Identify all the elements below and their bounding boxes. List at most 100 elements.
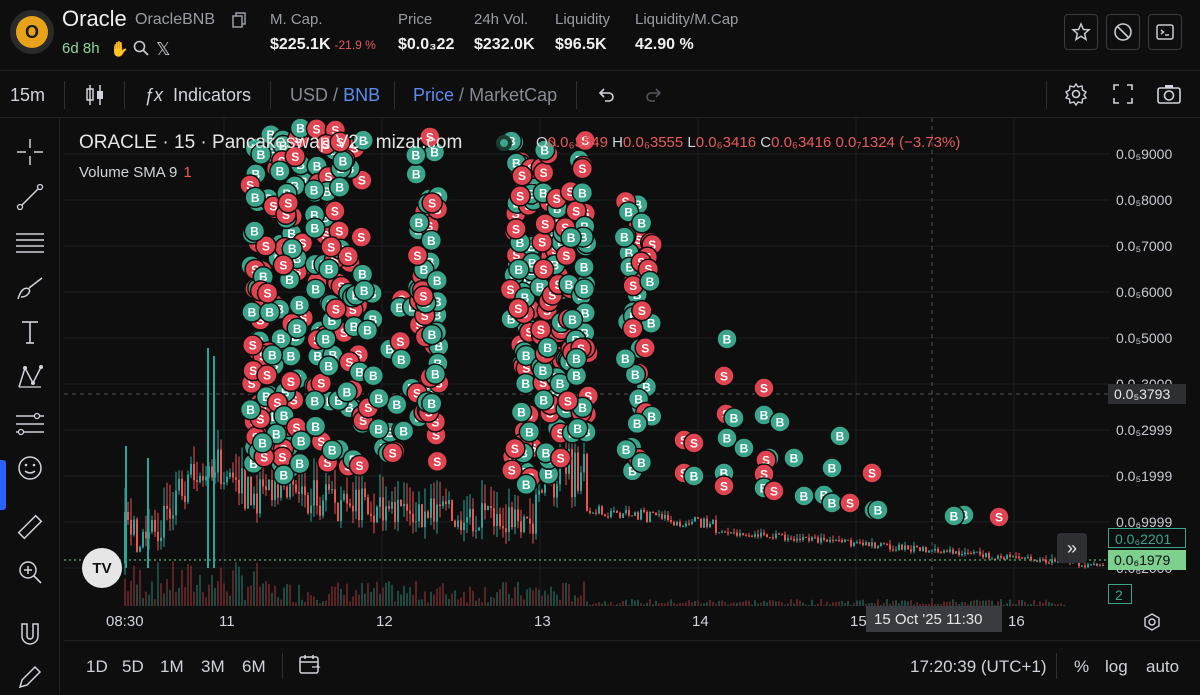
candle-body <box>712 519 714 524</box>
undo-button[interactable] <box>596 85 616 110</box>
sell-marker <box>419 126 441 148</box>
ruler-tool[interactable] <box>14 511 46 543</box>
auto-toggle[interactable]: auto <box>1146 657 1180 676</box>
sell-marker-label: S <box>279 259 287 273</box>
mode-toggle[interactable]: Price / MarketCap <box>413 85 557 106</box>
axis-settings-icon[interactable] <box>1142 612 1162 632</box>
price-chart[interactable]: BBBSBSSSBSBSSSBSBBSBBBBBBBBSSSBSSBSBBBBS… <box>64 118 1110 606</box>
draw-lock-tool[interactable] <box>14 661 46 693</box>
volume-bar <box>601 603 603 606</box>
range-1d[interactable]: 1D <box>86 657 108 676</box>
sell-marker-label: S <box>415 318 423 332</box>
search-icon[interactable] <box>133 40 149 60</box>
brush-tool[interactable] <box>14 273 46 305</box>
range-5d[interactable]: 5D <box>122 657 144 676</box>
x-twitter-icon[interactable]: 𝕏 <box>156 39 171 59</box>
settings-button[interactable] <box>1064 82 1088 111</box>
sell-marker-label: S <box>291 150 299 164</box>
fullscreen-icon <box>1113 84 1133 104</box>
sell-marker-label: S <box>426 131 434 145</box>
text-tool[interactable] <box>14 316 46 348</box>
volume-bar <box>442 583 444 606</box>
magnet-tool[interactable] <box>14 618 46 650</box>
volume-bar <box>1027 604 1029 606</box>
terminal-button[interactable] <box>1148 14 1182 50</box>
range-1m[interactable]: 1M <box>160 657 184 676</box>
currency-bnb[interactable]: BNB <box>343 85 381 105</box>
buy-marker-label: B <box>637 216 646 230</box>
fib-tool[interactable] <box>14 226 46 258</box>
block-button[interactable] <box>1106 14 1140 50</box>
candle-body <box>397 499 399 522</box>
interval-select[interactable]: 15m <box>10 85 46 105</box>
crosshair-tool[interactable] <box>14 136 46 168</box>
clock[interactable]: 17:20:39 (UTC+1) <box>910 657 1047 676</box>
buy-marker-label: B <box>262 390 271 404</box>
volume-bar <box>976 599 978 606</box>
redo-button[interactable] <box>644 85 664 110</box>
emoji-tool[interactable] <box>14 452 46 484</box>
copy-icon[interactable] <box>232 12 246 28</box>
candle-body <box>775 533 777 538</box>
buy-marker-label: B <box>250 225 259 239</box>
buy-marker <box>723 407 745 429</box>
zoom-tool[interactable] <box>14 556 46 588</box>
indicators-button[interactable]: Indicators <box>173 85 252 105</box>
currency-toggle[interactable]: USD / BNB <box>290 85 380 106</box>
volume-bar <box>922 603 924 606</box>
scroll-to-realtime-button[interactable]: » <box>1057 533 1087 563</box>
volume-bar <box>718 600 720 606</box>
volume-bar <box>532 590 534 606</box>
forecast-tool[interactable] <box>14 408 46 440</box>
y-tick: 0.0₅7000 <box>1116 238 1173 254</box>
pattern-tool[interactable] <box>14 361 46 393</box>
buy-marker-label: B <box>280 409 289 423</box>
candle-body <box>1006 554 1008 560</box>
rail-collapse-tab[interactable] <box>0 460 6 510</box>
range-6m[interactable]: 6M <box>242 657 266 676</box>
candle-body <box>733 532 735 534</box>
screenshot-button[interactable] <box>1156 83 1182 110</box>
log-toggle[interactable]: log <box>1105 657 1128 676</box>
buy-marker <box>304 278 327 300</box>
y-tick: 0.0₅2999 <box>1116 422 1173 438</box>
mode-price[interactable]: Price <box>413 85 455 105</box>
date-range-button[interactable] <box>298 653 322 682</box>
buy-marker-label: B <box>527 188 536 202</box>
volume-bar <box>451 593 453 606</box>
buy-marker <box>769 411 791 433</box>
volume-bar <box>862 599 864 606</box>
percent-toggle[interactable]: % <box>1074 657 1090 676</box>
currency-usd[interactable]: USD <box>290 85 329 105</box>
volume-bar <box>184 586 186 606</box>
hand-icon[interactable]: ✋ <box>110 41 129 58</box>
candle-body <box>937 548 939 553</box>
volume-bar <box>940 604 942 606</box>
candle-type-button[interactable] <box>84 83 106 112</box>
function-icon[interactable]: ƒx <box>144 85 164 105</box>
tradingview-logo[interactable]: TV <box>82 548 122 588</box>
sell-marker-label: S <box>293 265 301 279</box>
y-tick: 0.0₆9999 <box>1116 514 1173 530</box>
volume-legend: Volume SMA 9 1 <box>79 164 192 181</box>
candle-body <box>376 506 378 523</box>
range-3m[interactable]: 3M <box>201 657 225 676</box>
volume-bar <box>343 595 345 606</box>
sell-marker <box>320 236 342 258</box>
buy-marker <box>269 160 291 182</box>
favorite-button[interactable] <box>1064 14 1098 50</box>
mode-marketcap[interactable]: MarketCap <box>469 85 558 105</box>
volume-bar <box>577 597 579 606</box>
buy-marker-label: B <box>415 216 424 230</box>
candle-body <box>640 509 642 520</box>
trendline-tool[interactable] <box>14 181 46 213</box>
candle-body <box>322 500 324 516</box>
buy-marker-label: B <box>325 263 334 277</box>
fullscreen-button[interactable] <box>1112 83 1134 110</box>
time-axis[interactable]: 08:30 11 12 13 14 15 16 <box>64 606 1200 636</box>
volume-bar <box>319 602 321 606</box>
candle-body <box>676 521 678 526</box>
buy-marker-label: B <box>874 504 883 518</box>
sell-marker-label: S <box>349 303 357 317</box>
volume-bar <box>553 591 555 606</box>
